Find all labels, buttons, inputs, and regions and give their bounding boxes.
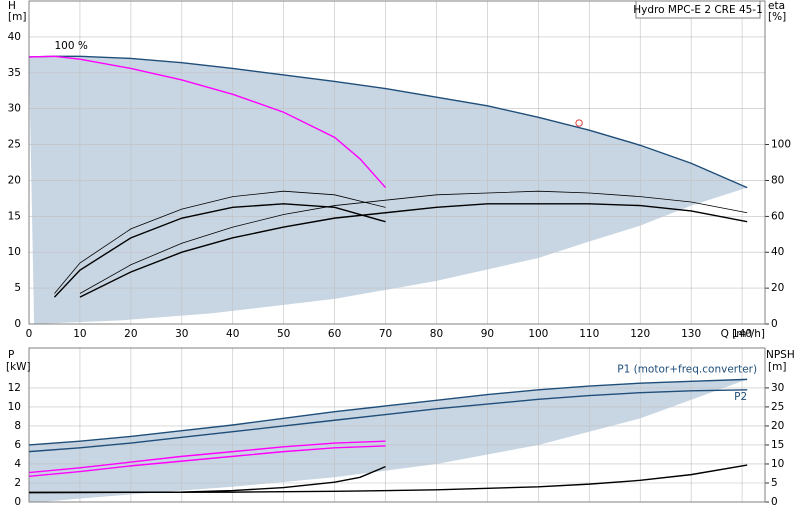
curve — [54, 190, 386, 294]
y-axis-label: H — [8, 0, 16, 12]
annotation: 100 % — [54, 40, 87, 52]
curve — [28, 440, 386, 474]
curve — [28, 55, 748, 189]
x-tick-label: 70 — [379, 328, 392, 340]
y2-tick-label: 5 — [771, 477, 778, 489]
x-tick-label: 80 — [430, 328, 443, 340]
plot-frame — [28, 347, 766, 503]
y-tick-label: 4 — [14, 458, 21, 470]
y-tick-label: 10 — [8, 246, 21, 258]
y-tick-label: 0 — [14, 318, 21, 330]
y2-tick-label: 40 — [771, 246, 784, 258]
x-tick-label: 90 — [481, 328, 494, 340]
x-tick-label: 110 — [579, 328, 599, 340]
y-axis-unit: [kW] — [6, 361, 31, 373]
series-label: P2 — [734, 391, 747, 403]
series-label: P1 (motor+freq.converter) — [617, 363, 757, 375]
title-box — [635, 0, 761, 19]
x-tick-label: 30 — [175, 328, 188, 340]
x-tick-label: 10 — [73, 328, 86, 340]
y2-tick-label: 20 — [771, 420, 784, 432]
y-axis-label: P — [8, 349, 14, 361]
x-tick-label: 140 — [732, 328, 752, 340]
y2-axis-label: eta — [768, 0, 785, 12]
curve — [28, 378, 748, 446]
y2-tick-label: 80 — [771, 174, 784, 186]
plot-frame — [28, 0, 766, 325]
y2-tick-label: 15 — [771, 439, 784, 451]
y-axis-unit: [m] — [8, 11, 26, 23]
y2-axis-unit: [%] — [768, 11, 786, 23]
x-tick-label: 120 — [630, 328, 650, 340]
x-tick-label: 20 — [124, 328, 137, 340]
chart-title: Hydro MPC-E 2 CRE 45-1 — [633, 4, 763, 16]
curve — [28, 465, 386, 494]
y2-tick-label: 0 — [771, 496, 778, 508]
y-tick-label: 6 — [14, 439, 21, 451]
x-tick-label: 130 — [681, 328, 701, 340]
curve — [28, 445, 386, 478]
x-axis-label: Q [m³/h] — [721, 328, 765, 340]
y-tick-label: 5 — [14, 282, 21, 294]
x-tick-label: 40 — [226, 328, 239, 340]
y-tick-label: 12 — [8, 382, 21, 394]
y-tick-label: 25 — [8, 139, 21, 151]
y2-axis-unit: [m] — [768, 361, 786, 373]
y-tick-label: 10 — [8, 401, 21, 413]
y-tick-label: 40 — [8, 31, 21, 43]
y2-tick-label: 30 — [771, 382, 784, 394]
y2-axis-label: NPSH — [766, 349, 795, 361]
curve — [79, 203, 748, 298]
y-tick-label: 15 — [8, 210, 21, 222]
curve — [79, 190, 748, 294]
duty-point — [575, 119, 583, 127]
y2-tick-label: 0 — [771, 318, 778, 330]
y2-tick-label: 20 — [771, 282, 784, 294]
x-tick-label: 0 — [26, 328, 33, 340]
y2-tick-label: 25 — [771, 401, 784, 413]
y-tick-label: 20 — [8, 174, 21, 186]
x-tick-label: 50 — [277, 328, 290, 340]
operating-area — [29, 379, 748, 502]
curve — [28, 55, 387, 189]
y-tick-label: 8 — [14, 420, 21, 432]
y2-tick-label: 60 — [771, 210, 784, 222]
y-tick-label: 0 — [14, 496, 21, 508]
operating-area — [29, 56, 748, 324]
curve — [28, 389, 748, 453]
y-tick-label: 2 — [14, 477, 21, 489]
x-tick-label: 100 — [528, 328, 548, 340]
curve — [28, 464, 748, 494]
y2-tick-label: 10 — [771, 458, 784, 470]
y-tick-label: 30 — [8, 103, 21, 115]
y-tick-label: 35 — [8, 67, 21, 79]
y2-tick-label: 100 — [771, 139, 791, 151]
x-tick-label: 60 — [328, 328, 341, 340]
